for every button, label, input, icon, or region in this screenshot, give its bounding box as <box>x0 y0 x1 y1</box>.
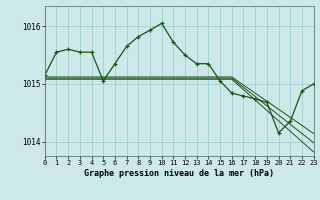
X-axis label: Graphe pression niveau de la mer (hPa): Graphe pression niveau de la mer (hPa) <box>84 169 274 178</box>
